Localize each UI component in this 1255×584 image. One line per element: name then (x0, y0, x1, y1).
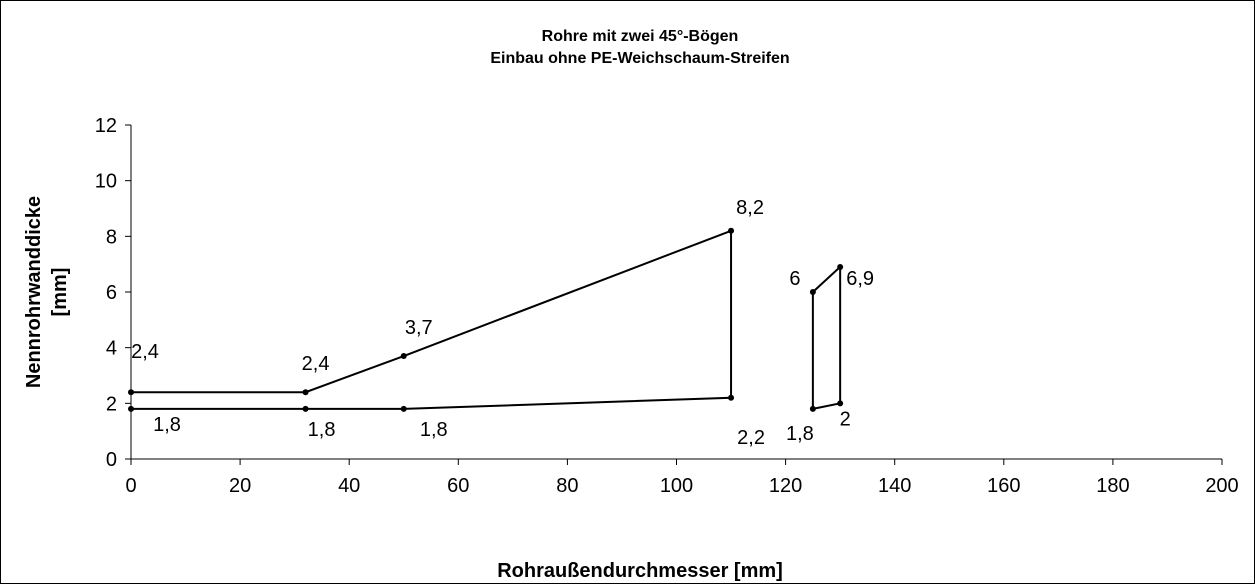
x-tick-label: 140 (878, 475, 911, 497)
x-tick-label: 180 (1096, 475, 1129, 497)
data-point (837, 263, 844, 270)
y-tick-label: 10 (95, 171, 117, 193)
x-tick-label: 100 (660, 475, 693, 497)
x-tick-label: 0 (125, 475, 136, 497)
y-tick-label: 0 (106, 449, 117, 471)
chart-title: Rohre mit zwei 45°-Bögen (542, 28, 739, 45)
data-label: 2,2 (737, 427, 765, 449)
x-tick-label: 200 (1205, 475, 1238, 497)
y-tick-label: 12 (95, 115, 117, 137)
y-axis-title-unit: [mm] (49, 268, 71, 317)
data-label: 1,8 (308, 419, 336, 441)
data-label: 3,7 (405, 317, 433, 339)
data-point (728, 394, 735, 401)
data-point (400, 405, 407, 412)
y-tick-label: 6 (106, 282, 117, 304)
data-label: 6,9 (846, 268, 874, 290)
x-tick-label: 60 (447, 475, 469, 497)
x-tick-label: 80 (556, 475, 578, 497)
y-axis-title: Nennrohrwanddicke (23, 196, 45, 388)
data-label: 6 (789, 268, 800, 290)
y-tick-label: 8 (106, 226, 117, 248)
chart-subtitle: Einbau ohne PE-Weichschaum-Streifen (490, 50, 789, 67)
data-point (809, 289, 816, 295)
data-label: 1,8 (786, 423, 814, 445)
x-tick-label: 20 (229, 475, 251, 497)
data-point (302, 405, 309, 412)
data-label: 2,4 (302, 353, 330, 375)
data-point (302, 389, 309, 396)
y-tick-label: 4 (106, 338, 117, 360)
data-label: 1,8 (420, 419, 448, 441)
data-point (809, 405, 816, 412)
data-point (128, 389, 134, 396)
x-axis-title: Rohraußendurchmesser [mm] (497, 560, 783, 582)
x-tick-label: 40 (338, 475, 360, 497)
data-label: 8,2 (736, 197, 764, 219)
data-point (400, 353, 407, 360)
y-tick-label: 2 (106, 393, 117, 415)
x-tick-label: 160 (987, 475, 1020, 497)
data-label: 2 (840, 408, 851, 430)
data-point (728, 227, 735, 234)
data-point (128, 405, 134, 412)
data-label: 1,8 (153, 414, 181, 436)
data-point (837, 400, 844, 407)
series-line (131, 229, 733, 410)
data-label: 2,4 (131, 341, 159, 363)
x-tick-label: 120 (769, 475, 802, 497)
